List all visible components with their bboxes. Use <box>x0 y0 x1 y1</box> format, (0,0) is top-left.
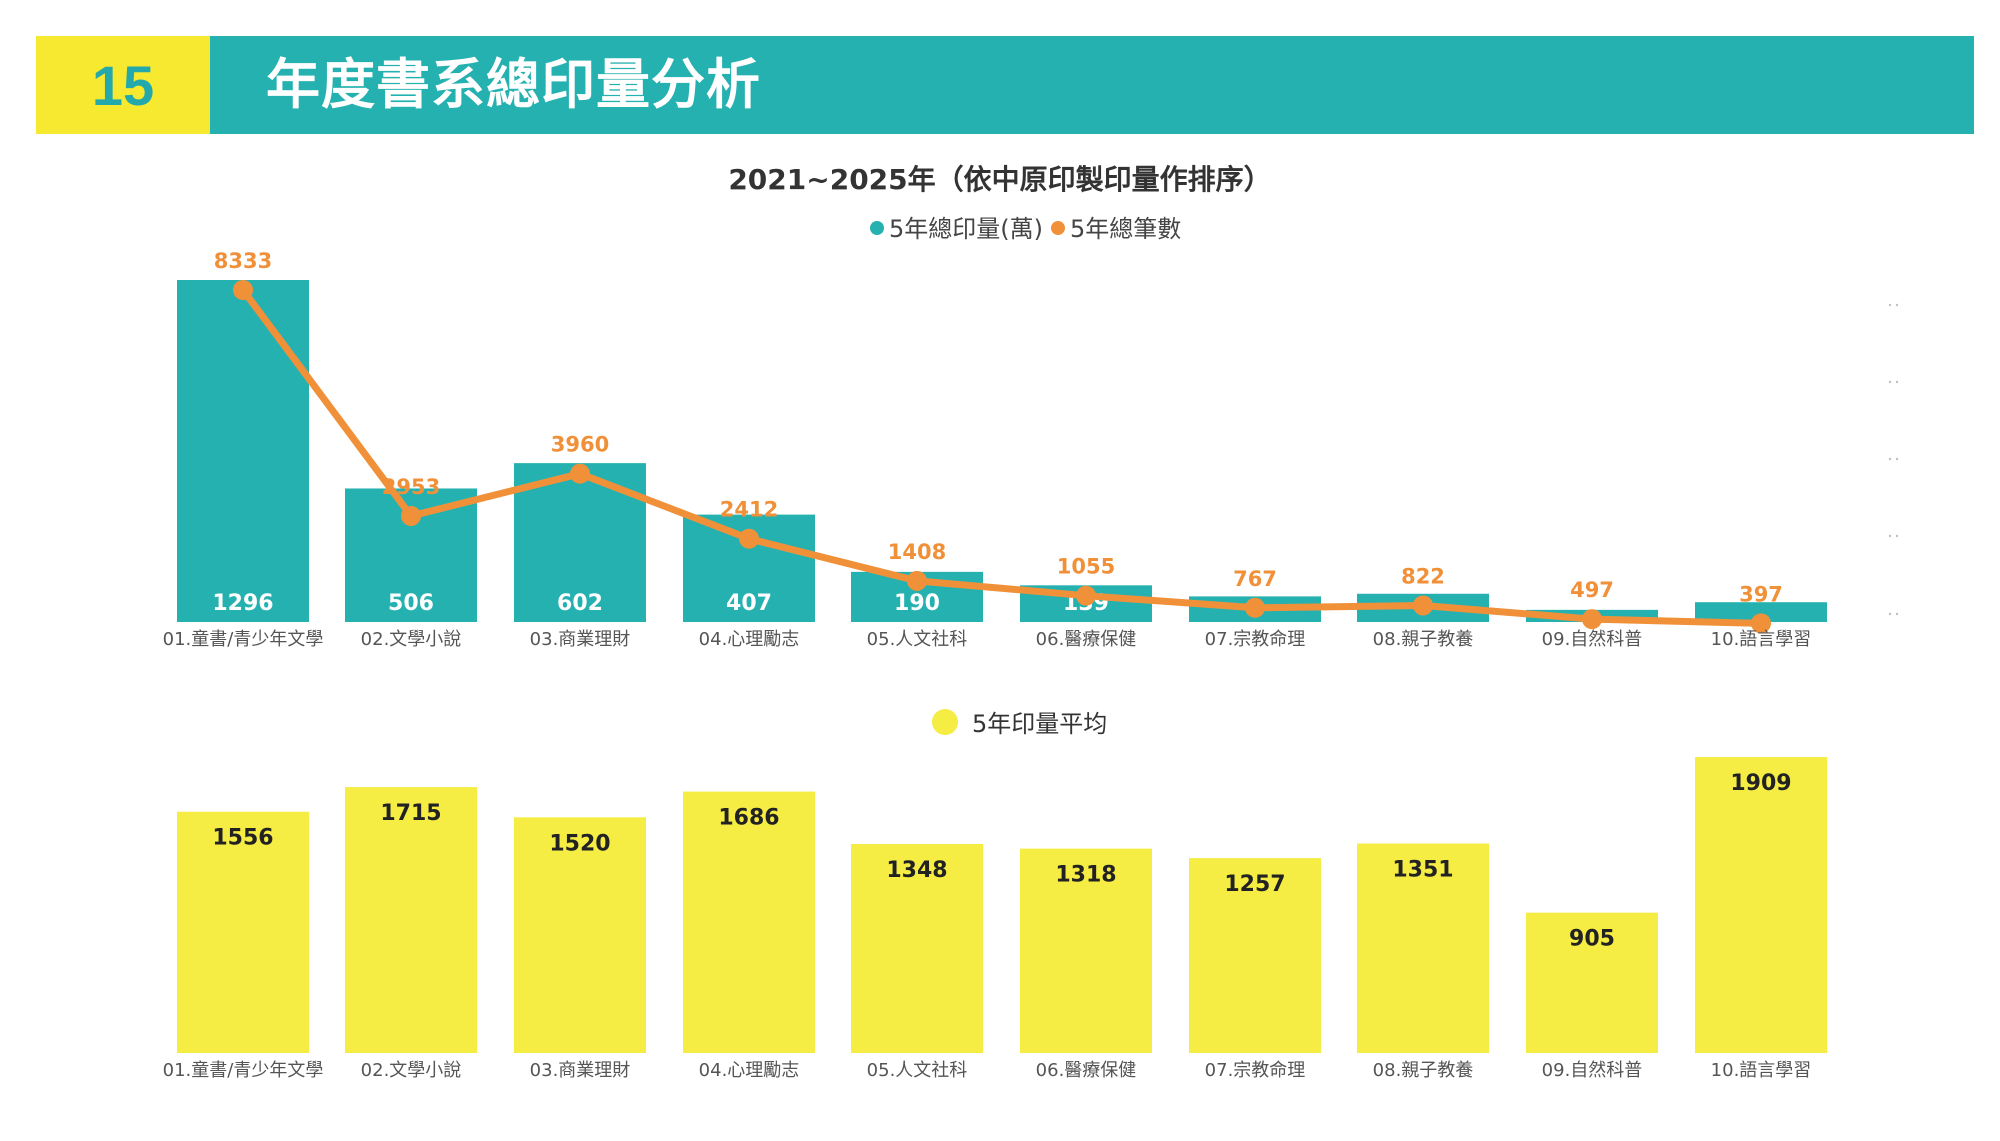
axis-tick-dot <box>1888 612 1892 616</box>
bar-value-label: 190 <box>894 591 940 616</box>
line-point-total-records <box>401 505 421 526</box>
axis-tick-dot <box>1895 303 1899 307</box>
axis-tick-dot <box>1895 612 1899 616</box>
line-total-records <box>239 286 1765 627</box>
bar-avg-print <box>1357 843 1489 1053</box>
section-number: 15 <box>36 36 210 134</box>
legend-label-avg-print: 5年印量平均 <box>972 710 1107 738</box>
chart1-category-label: 01.童書/青少年文學 <box>163 629 324 650</box>
bar-value-label: 1348 <box>886 858 947 883</box>
line-point-total-records <box>907 570 927 591</box>
chart1-category-label: 07.宗教命理 <box>1205 629 1306 650</box>
legend-label-total-print: 5年總印量(萬) <box>889 215 1043 243</box>
line-point-total-records <box>1076 585 1096 606</box>
chart1-category-label: 04.心理勵志 <box>699 629 800 650</box>
axis-tick-dot <box>1888 303 1892 307</box>
line-value-label: 822 <box>1401 564 1445 588</box>
legend-label-total-records: 5年總筆數 <box>1070 215 1181 243</box>
bar-value-label: 506 <box>388 591 434 616</box>
axis-tick-dot <box>1895 534 1899 538</box>
bar-value-label: 1556 <box>212 826 273 851</box>
bar-value-label: 1318 <box>1055 863 1116 888</box>
line-point-total-records <box>1751 613 1771 634</box>
bar-avg-print <box>345 787 477 1053</box>
bar-avg-print <box>851 843 983 1053</box>
line-point-total-records <box>1582 609 1602 630</box>
bar-total-print <box>177 280 309 622</box>
line-value-label: 397 <box>1739 582 1783 606</box>
bar-value-label: 1715 <box>380 801 441 826</box>
chart2-category-label: 07.宗教命理 <box>1205 1060 1306 1081</box>
line-value-label: 8333 <box>214 249 272 273</box>
chart2-category-label: 06.醫療保健 <box>1036 1060 1137 1081</box>
bar-value-label: 1686 <box>718 806 779 831</box>
page-title: 年度書系總印量分析 <box>266 53 761 116</box>
bar-avg-print <box>683 791 815 1053</box>
line-point-total-records <box>739 528 759 549</box>
line-point-total-records <box>570 463 590 484</box>
bar-total-print <box>1695 602 1827 622</box>
legend-marker-avg-print <box>932 709 958 735</box>
bar-avg-print <box>1020 848 1152 1053</box>
chart2-category-label: 08.親子教養 <box>1373 1060 1474 1081</box>
bar-avg-print <box>1695 757 1827 1053</box>
line-value-label: 1055 <box>1057 555 1115 579</box>
legend-marker-total-records <box>1051 221 1065 235</box>
axis-tick-dot <box>1895 457 1899 461</box>
line-value-label: 767 <box>1233 567 1277 591</box>
title-bar: 年度書系總印量分析 <box>210 36 1974 134</box>
bar-value-label: 1351 <box>1392 858 1453 883</box>
chart2-category-label: 09.自然科普 <box>1542 1060 1643 1081</box>
chart2-category-label: 02.文學小說 <box>361 1060 462 1081</box>
chart1-title: 2021~2025年（依中原印製印量作排序） <box>728 163 1271 196</box>
bar-value-label: 905 <box>1569 927 1615 952</box>
line-value-label: 2953 <box>382 475 440 499</box>
chart1-category-label: 05.人文社科 <box>867 629 968 650</box>
bar-avg-print <box>177 811 309 1053</box>
chart1-category-label: 08.親子教養 <box>1373 629 1474 650</box>
line-value-label: 3960 <box>551 433 609 457</box>
line-value-label: 497 <box>1570 578 1614 602</box>
line-value-label: 2412 <box>720 498 778 522</box>
chart2-category-label: 04.心理勵志 <box>699 1060 800 1081</box>
axis-tick-dot <box>1888 534 1892 538</box>
legend-marker-total-print <box>870 221 884 235</box>
chart2-category-label: 03.商業理財 <box>530 1060 631 1081</box>
bar-value-label: 1296 <box>212 591 273 616</box>
axis-tick-dot <box>1895 380 1899 384</box>
bar-value-label: 1909 <box>1730 771 1791 796</box>
chart1-category-label: 09.自然科普 <box>1542 629 1643 650</box>
bar-avg-print <box>1189 858 1321 1053</box>
line-value-label: 1408 <box>888 540 946 564</box>
axis-tick-dot <box>1888 380 1892 384</box>
bar-avg-print <box>514 817 646 1053</box>
section-header: 15 年度書系總印量分析 <box>36 36 1974 134</box>
chart2-category-label: 01.童書/青少年文學 <box>163 1060 324 1081</box>
bar-avg-print <box>1526 912 1658 1053</box>
line-point-total-records <box>1245 597 1265 618</box>
chart1-category-label: 03.商業理財 <box>530 629 631 650</box>
chart2-category-label: 10.語言學習 <box>1711 1060 1812 1081</box>
bar-value-label: 407 <box>726 591 772 616</box>
chart1-category-label: 10.語言學習 <box>1711 629 1812 650</box>
line-point-total-records <box>233 280 253 300</box>
bar-value-label: 1257 <box>1224 872 1285 897</box>
chart2-category-label: 05.人文社科 <box>867 1060 968 1081</box>
bar-value-label: 602 <box>557 591 603 616</box>
axis-tick-dot <box>1888 457 1892 461</box>
bar-value-label: 1520 <box>549 831 610 856</box>
chart1-category-label: 02.文學小說 <box>361 629 462 650</box>
chart1-category-label: 06.醫療保健 <box>1036 629 1137 650</box>
line-point-total-records <box>1413 595 1433 616</box>
